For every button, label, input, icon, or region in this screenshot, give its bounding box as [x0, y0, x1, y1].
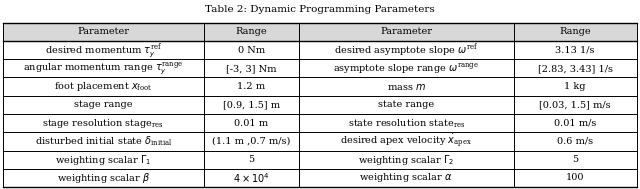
Text: Range: Range: [559, 27, 591, 36]
Text: Parameter: Parameter: [77, 27, 129, 36]
Text: 0.01 m: 0.01 m: [234, 119, 268, 128]
Text: angular momentum range $\tau_y^{\mathregular{range}}$: angular momentum range $\tau_y^{\mathreg…: [24, 60, 184, 77]
Text: [0.03, 1.5] m/s: [0.03, 1.5] m/s: [540, 100, 611, 109]
Text: 0.6 m/s: 0.6 m/s: [557, 137, 593, 146]
Text: mass $m$: mass $m$: [387, 82, 426, 92]
Text: weighting scalar $\alpha$: weighting scalar $\alpha$: [360, 171, 453, 184]
Text: weighting scalar $\Gamma_1$: weighting scalar $\Gamma_1$: [55, 153, 152, 167]
Text: [-3, 3] Nm: [-3, 3] Nm: [226, 64, 276, 73]
Text: stage range: stage range: [74, 100, 132, 109]
Text: 1.2 m: 1.2 m: [237, 82, 266, 91]
Text: [2.83, 3.43] 1/s: [2.83, 3.43] 1/s: [538, 64, 612, 73]
Text: 5: 5: [248, 155, 255, 164]
Text: Table 2: Dynamic Programming Parameters: Table 2: Dynamic Programming Parameters: [205, 5, 435, 14]
Text: desired apex velocity $\dot{x}_{\mathregular{apex}}$: desired apex velocity $\dot{x}_{\mathreg…: [340, 133, 472, 150]
Text: state range: state range: [378, 100, 435, 109]
Text: $4 \times 10^4$: $4 \times 10^4$: [233, 171, 269, 185]
Text: 3.13 1/s: 3.13 1/s: [556, 46, 595, 55]
Text: foot placement $x_{\mathregular{foot}}$: foot placement $x_{\mathregular{foot}}$: [54, 80, 153, 93]
Text: 100: 100: [566, 174, 584, 182]
Text: weighting scalar $\beta$: weighting scalar $\beta$: [57, 171, 150, 185]
Text: Parameter: Parameter: [380, 27, 432, 36]
Text: 5: 5: [572, 155, 579, 164]
Bar: [3, 23, 637, 41]
Text: (1.1 m ,0.7 m/s): (1.1 m ,0.7 m/s): [212, 137, 291, 146]
Text: weighting scalar $\Gamma_2$: weighting scalar $\Gamma_2$: [358, 153, 454, 167]
Text: stage resolution stage$_{\mathregular{res}}$: stage resolution stage$_{\mathregular{re…: [42, 117, 164, 130]
Text: 0 Nm: 0 Nm: [238, 46, 265, 55]
Text: desired asymptote slope $\omega^{\mathregular{ref}}$: desired asymptote slope $\omega^{\mathre…: [334, 41, 478, 59]
Text: state resolution state$_{\mathregular{res}}$: state resolution state$_{\mathregular{re…: [348, 117, 465, 130]
Text: disturbed initial state $\delta_{\mathregular{initial}}$: disturbed initial state $\delta_{\mathre…: [35, 135, 172, 148]
Text: 1 kg: 1 kg: [564, 82, 586, 91]
Text: asymptote slope range $\omega^{\mathregular{range}}$: asymptote slope range $\omega^{\mathregu…: [333, 61, 479, 76]
Text: Range: Range: [236, 27, 267, 36]
Text: 0.01 m/s: 0.01 m/s: [554, 119, 596, 128]
Text: desired momentum $\tau_y^{\mathregular{ref}}$: desired momentum $\tau_y^{\mathregular{r…: [45, 41, 163, 60]
Text: [0.9, 1.5] m: [0.9, 1.5] m: [223, 100, 280, 109]
